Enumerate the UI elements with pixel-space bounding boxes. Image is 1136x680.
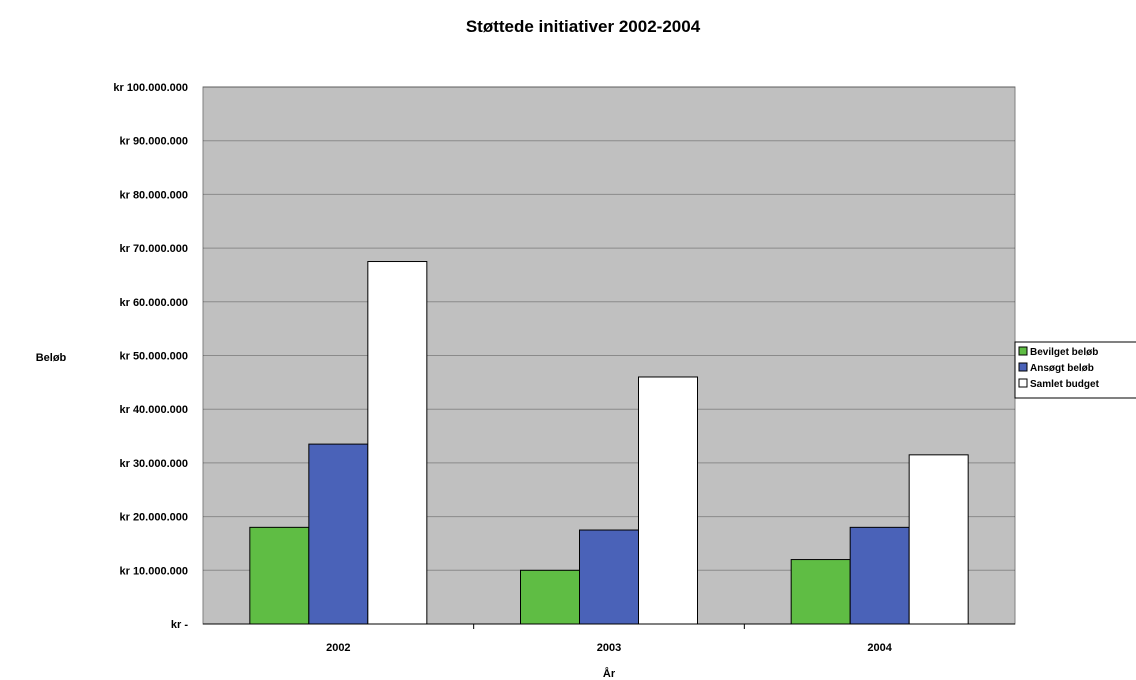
legend-items: Bevilget beløb Ansøgt beløb Samlet budget [1018, 346, 1100, 390]
y-tick-label: kr 100.000.000 [113, 82, 188, 94]
legend-swatch [1018, 346, 1028, 356]
legend-label: Bevilget beløb [1030, 347, 1098, 358]
bar [579, 529, 639, 625]
y-tick-label: kr 60.000.000 [119, 297, 188, 309]
bar [908, 454, 969, 625]
bar [367, 261, 428, 625]
bar [308, 443, 369, 625]
bar [849, 526, 910, 625]
x-tick-label: 2003 [597, 642, 621, 654]
bar [638, 376, 698, 625]
y-tick-label: kr 70.000.000 [119, 243, 188, 255]
y-tick-label: kr 20.000.000 [119, 512, 188, 524]
bar [249, 526, 310, 625]
y-tick-label: kr 80.000.000 [119, 189, 188, 201]
y-tick-label: kr 30.000.000 [119, 458, 188, 470]
x-tick-label: 2002 [326, 642, 350, 654]
x-axis-label: År [603, 667, 616, 680]
y-axis-tick-labels: kr - kr 10.000.000 kr 20.000.000 kr 30.000.… [113, 82, 188, 631]
legend-swatch [1018, 378, 1028, 388]
y-tick-label: kr 50.000.000 [119, 351, 188, 363]
y-tick-label: kr 10.000.000 [119, 565, 188, 577]
y-tick-label: kr 40.000.000 [119, 404, 188, 416]
bar [520, 569, 580, 625]
bar [790, 559, 851, 625]
legend-label: Samlet budget [1030, 379, 1100, 390]
y-tick-label: kr 90.000.000 [119, 136, 188, 148]
chart-title: Støttede initiativer 2002-2004 [466, 17, 701, 36]
y-tick-label: kr - [171, 619, 188, 631]
y-axis-label: Beløb [36, 352, 67, 364]
legend-box [1014, 341, 1136, 399]
legend-swatch [1018, 362, 1028, 372]
legend: Bevilget beløb Ansøgt beløb Samlet budget [1014, 341, 1136, 399]
legend-label: Ansøgt beløb [1030, 363, 1094, 374]
x-tick-label: 2004 [867, 642, 892, 654]
x-axis-tick-labels: 2002 2003 2004 [326, 624, 893, 654]
